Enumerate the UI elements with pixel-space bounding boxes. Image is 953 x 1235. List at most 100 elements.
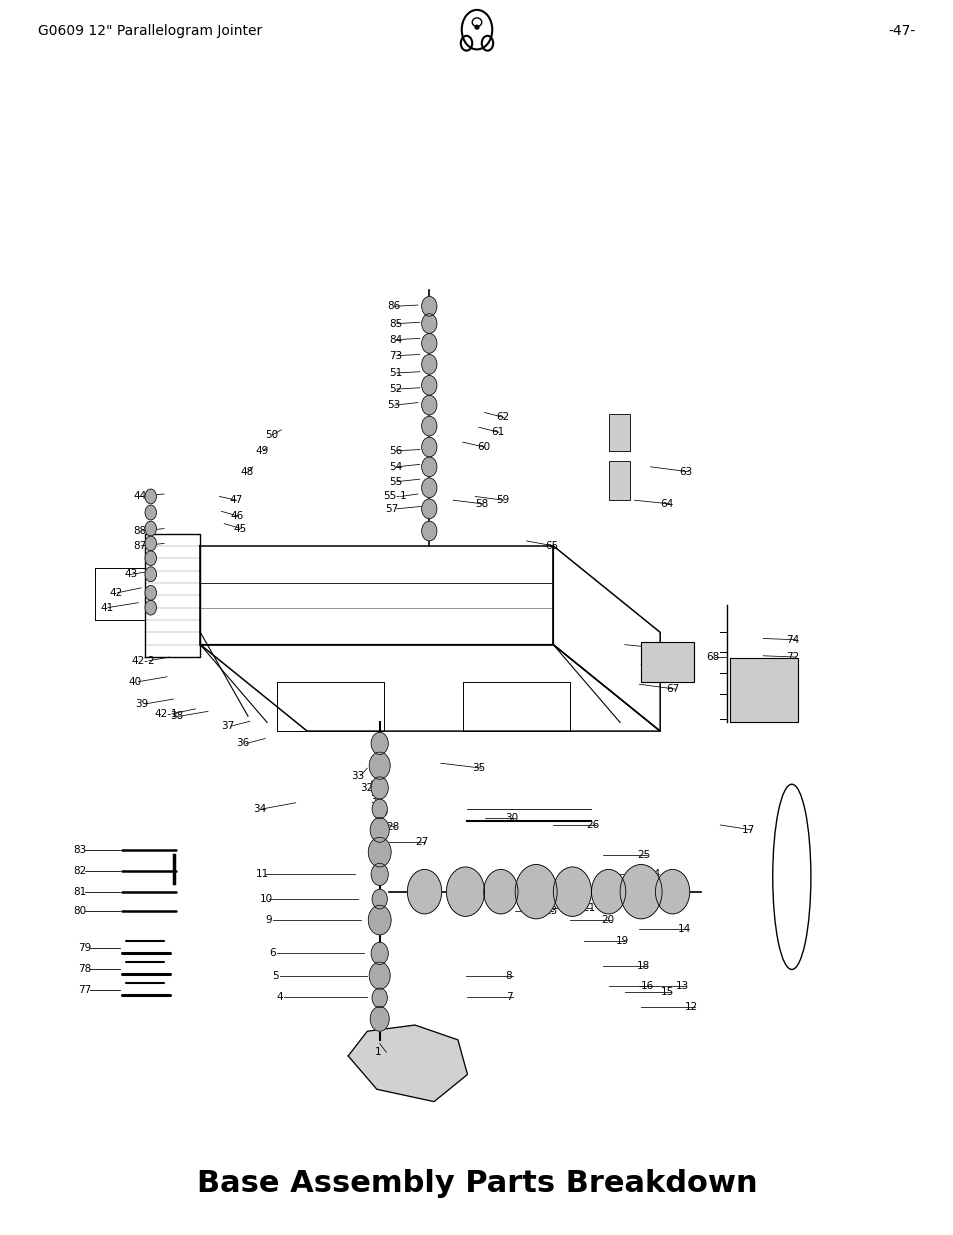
Text: 38: 38 [170, 711, 183, 721]
Text: 1: 1 [375, 1047, 381, 1057]
Circle shape [145, 536, 156, 551]
Circle shape [655, 869, 689, 914]
Text: 19: 19 [615, 936, 628, 946]
Text: 17: 17 [741, 825, 755, 835]
Text: 33: 33 [351, 771, 364, 781]
Circle shape [421, 314, 436, 333]
Circle shape [369, 752, 390, 779]
Text: 64: 64 [659, 499, 673, 509]
Circle shape [421, 354, 436, 374]
Text: 48: 48 [240, 467, 253, 477]
Text: 37: 37 [221, 721, 234, 731]
Text: 85: 85 [389, 319, 402, 329]
Text: 68: 68 [705, 652, 719, 662]
Text: 58: 58 [475, 499, 488, 509]
Text: 56: 56 [389, 446, 402, 456]
Text: 11: 11 [255, 869, 269, 879]
Bar [729, 658, 798, 722]
Text: 18: 18 [637, 961, 650, 971]
Bar [640, 642, 693, 682]
Ellipse shape [475, 26, 478, 30]
Circle shape [145, 505, 156, 520]
Circle shape [421, 416, 436, 436]
Text: 76: 76 [785, 701, 799, 711]
Circle shape [370, 818, 389, 842]
Circle shape [421, 457, 436, 477]
Text: 69: 69 [783, 709, 797, 719]
Text: 4: 4 [276, 992, 283, 1002]
Text: 72: 72 [785, 652, 799, 662]
Circle shape [407, 869, 441, 914]
Text: 26: 26 [586, 820, 599, 830]
Bar [608, 414, 629, 451]
Circle shape [372, 988, 387, 1008]
Circle shape [421, 395, 436, 415]
Circle shape [371, 732, 388, 755]
Text: 74: 74 [785, 635, 799, 645]
Circle shape [371, 942, 388, 965]
Text: 81: 81 [73, 887, 87, 897]
Text: 45: 45 [233, 524, 247, 534]
Circle shape [145, 600, 156, 615]
Text: 31: 31 [370, 795, 383, 805]
Text: 43: 43 [124, 569, 137, 579]
Text: -47-: -47- [887, 23, 915, 38]
Text: 71: 71 [785, 668, 799, 678]
Text: G0609 12" Parallelogram Jointer: G0609 12" Parallelogram Jointer [38, 23, 262, 38]
Text: 30: 30 [505, 813, 518, 823]
Circle shape [145, 585, 156, 600]
Text: 80: 80 [73, 906, 87, 916]
Text: 24: 24 [646, 869, 659, 879]
Text: 23: 23 [543, 906, 557, 916]
Text: 49: 49 [255, 446, 269, 456]
Text: 57: 57 [385, 504, 398, 514]
Circle shape [145, 521, 156, 536]
Text: 63: 63 [679, 467, 692, 477]
Bar [608, 414, 629, 451]
Circle shape [372, 889, 387, 909]
Circle shape [515, 864, 557, 919]
Text: 54: 54 [389, 462, 402, 472]
Text: 86: 86 [387, 301, 400, 311]
Text: 20: 20 [600, 915, 614, 925]
Circle shape [369, 962, 390, 989]
Text: 79: 79 [78, 944, 91, 953]
Bar [640, 642, 693, 682]
Bar [608, 461, 629, 500]
Text: 15: 15 [660, 987, 674, 997]
Text: 67: 67 [665, 684, 679, 694]
Text: 47: 47 [229, 495, 242, 505]
Circle shape [421, 437, 436, 457]
Text: 22: 22 [656, 887, 669, 897]
Text: 28: 28 [386, 823, 399, 832]
Text: 27: 27 [415, 837, 428, 847]
Text: 44: 44 [133, 492, 147, 501]
Text: 41: 41 [100, 603, 113, 613]
Text: 73: 73 [389, 351, 402, 361]
Polygon shape [348, 1025, 467, 1102]
Circle shape [372, 799, 387, 819]
Text: 12: 12 [684, 1002, 698, 1011]
Text: 59: 59 [496, 495, 509, 505]
Circle shape [553, 867, 591, 916]
Circle shape [421, 499, 436, 519]
Circle shape [421, 478, 436, 498]
Text: 84: 84 [389, 335, 402, 345]
Text: 29: 29 [375, 808, 388, 818]
Text: 5: 5 [272, 971, 278, 981]
Text: 62: 62 [496, 412, 509, 422]
Text: 50: 50 [265, 430, 278, 440]
Text: 42-1: 42-1 [154, 709, 178, 719]
Circle shape [145, 489, 156, 504]
Text: 40: 40 [129, 677, 142, 687]
Text: 16: 16 [640, 981, 654, 990]
Circle shape [421, 521, 436, 541]
Text: 82: 82 [73, 866, 87, 876]
Bar [729, 658, 798, 722]
Text: 55: 55 [389, 477, 402, 487]
Circle shape [446, 867, 484, 916]
Text: 61: 61 [491, 427, 504, 437]
Text: 70: 70 [785, 689, 799, 699]
Circle shape [421, 333, 436, 353]
Text: 34: 34 [253, 804, 266, 814]
